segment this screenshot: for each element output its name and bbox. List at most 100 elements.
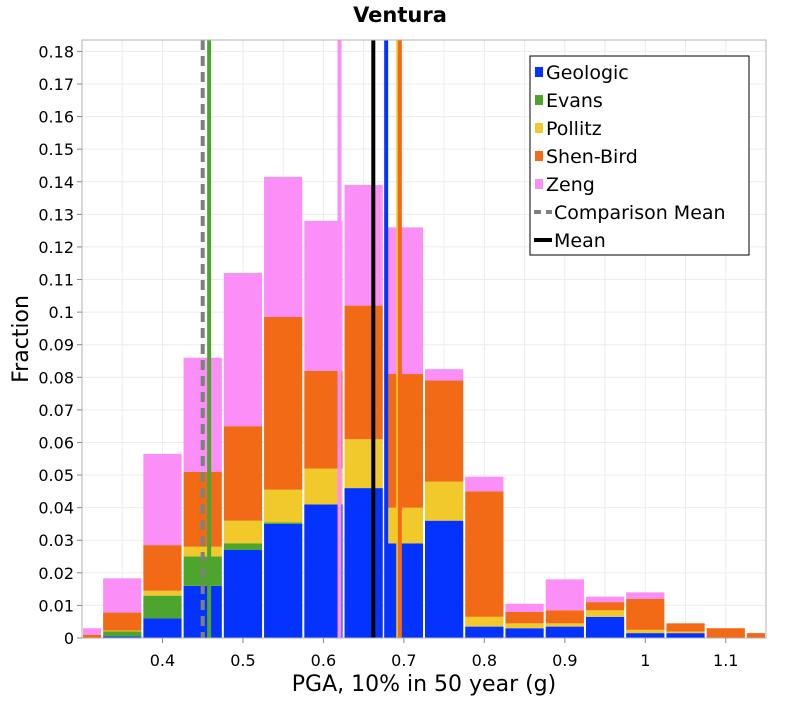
bar-zeng-bin-13 xyxy=(585,596,625,603)
y-tick-label: 0.09 xyxy=(38,336,74,355)
bar-pollitz-bin-2 xyxy=(143,590,182,596)
bar-shen-bird-bin-12 xyxy=(545,610,584,624)
x-tick-label: 0.8 xyxy=(472,651,497,670)
bar-shen-bird-bin-1 xyxy=(103,612,142,631)
bar-shen-bird-bin-17 xyxy=(746,633,765,638)
y-tick-label: 0.04 xyxy=(38,499,74,518)
legend-label-mean: Mean xyxy=(554,230,606,252)
mean-lines xyxy=(200,40,402,638)
bar-pollitz-bin-7 xyxy=(344,439,383,489)
bar-evans-bin-5 xyxy=(264,522,303,524)
bar-geologic-bin-3 xyxy=(183,585,222,638)
legend-swatch-shen-bird xyxy=(535,151,543,161)
bar-geologic-bin-8 xyxy=(384,543,423,638)
bar-shen-bird-bin-5 xyxy=(264,317,303,490)
bar-pollitz-bin-15 xyxy=(666,631,705,634)
bar-evans-bin-4 xyxy=(223,543,263,551)
bar-geologic-bin-9 xyxy=(425,520,464,638)
y-tick-label: 0.1 xyxy=(49,303,74,322)
bar-pollitz-bin-4 xyxy=(223,520,263,544)
bar-pollitz-bin-6 xyxy=(304,468,343,505)
y-tick-label: 0.13 xyxy=(38,205,74,224)
bar-zeng-bin-9 xyxy=(425,369,464,381)
bar-pollitz-bin-14 xyxy=(626,629,665,634)
bars xyxy=(83,176,765,638)
y-tick-label: 0.07 xyxy=(38,401,74,420)
bar-pollitz-bin-9 xyxy=(425,481,464,521)
x-tick-label: 1 xyxy=(640,651,650,670)
legend-swatch-evans xyxy=(535,95,543,105)
bar-shen-bird-bin-16 xyxy=(706,628,745,638)
legend-label-shen-bird: Shen-Bird xyxy=(546,146,638,168)
plot-frame xyxy=(81,39,767,639)
bar-geologic-bin-5 xyxy=(264,523,303,638)
bar-geologic-bin-12 xyxy=(545,626,584,638)
bar-shen-bird-bin-8 xyxy=(384,374,423,508)
bar-zeng-bin-5 xyxy=(264,176,303,318)
bar-zeng-bin-4 xyxy=(223,273,263,427)
bar-shen-bird-bin-0 xyxy=(83,634,102,638)
bar-pollitz-bin-5 xyxy=(264,489,303,523)
x-tick-label: 1.1 xyxy=(713,651,738,670)
bar-zeng-bin-14 xyxy=(626,592,665,599)
bar-shen-bird-bin-13 xyxy=(585,602,625,611)
y-tick-label: 0.16 xyxy=(38,108,74,127)
bar-zeng-bin-12 xyxy=(545,579,584,611)
bar-geologic-bin-4 xyxy=(223,550,263,638)
x-tick-label: 0.6 xyxy=(311,651,336,670)
bar-shen-bird-bin-6 xyxy=(304,370,343,469)
legend-label-zeng: Zeng xyxy=(546,174,595,196)
bar-geologic-bin-15 xyxy=(666,633,705,638)
bar-pollitz-bin-11 xyxy=(505,623,544,629)
bar-shen-bird-bin-14 xyxy=(626,598,665,630)
x-tick-label: 0.5 xyxy=(230,651,255,670)
bar-shen-bird-bin-15 xyxy=(666,623,705,632)
bar-zeng-bin-10 xyxy=(465,476,504,492)
y-tick-label: 0.11 xyxy=(38,271,74,290)
y-tick-label: 0.08 xyxy=(38,368,74,387)
y-tick-label: 0.15 xyxy=(38,140,74,159)
bar-pollitz-bin-13 xyxy=(585,610,625,617)
legend-label-evans: Evans xyxy=(546,90,603,112)
legend-swatch-pollitz xyxy=(535,123,543,133)
legend: Geologic Evans Pollitz Shen-Bird Zeng Compari… xyxy=(529,55,750,256)
bar-geologic-bin-1 xyxy=(103,636,142,638)
y-tick-label: 0.17 xyxy=(38,75,74,94)
y-tick-label: 0.02 xyxy=(38,564,74,583)
bar-shen-bird-bin-9 xyxy=(425,380,464,482)
bar-shen-bird-bin-4 xyxy=(223,426,263,521)
chart-title: Ventura xyxy=(353,3,447,27)
y-axis-ticks: 0 0.01 0.02 0.03 0.04 0.05 0.06 0.07 0.08 0.09 0.1… xyxy=(38,42,82,648)
bar-geologic-bin-14 xyxy=(626,633,665,638)
bar-zeng-bin-7 xyxy=(344,185,383,306)
y-tick-label: 0.14 xyxy=(38,173,74,192)
bar-zeng-bin-8 xyxy=(384,227,423,375)
bar-shen-bird-bin-11 xyxy=(505,611,544,624)
y-tick-label: 0.18 xyxy=(38,42,74,61)
bar-geologic-bin-13 xyxy=(585,616,625,638)
y-tick-label: 0 xyxy=(64,629,74,648)
bar-pollitz-bin-1 xyxy=(103,630,142,632)
legend-box xyxy=(529,55,750,256)
bar-geologic-bin-7 xyxy=(344,488,383,638)
bar-geologic-bin-10 xyxy=(465,626,504,638)
legend-label-geologic: Geologic xyxy=(546,62,629,84)
bar-shen-bird-bin-10 xyxy=(465,491,504,617)
y-axis-label: Fraction xyxy=(9,295,34,383)
x-axis-label: PGA, 10% in 50 year (g) xyxy=(292,672,556,697)
bar-zeng-bin-2 xyxy=(143,453,182,546)
bar-shen-bird-bin-7 xyxy=(344,305,383,440)
bar-pollitz-bin-3 xyxy=(183,546,222,557)
legend-label-comparison-mean: Comparison Mean xyxy=(554,202,726,224)
x-tick-label: 0.4 xyxy=(150,651,175,670)
x-tick-label: 0.9 xyxy=(552,651,577,670)
bar-evans-bin-1 xyxy=(103,631,142,637)
legend-swatch-zeng xyxy=(535,179,543,189)
x-axis-ticks: 0.4 0.5 0.6 0.7 0.8 0.9 1 1.1 xyxy=(150,638,738,670)
bar-shen-bird-bin-2 xyxy=(143,545,182,591)
y-tick-label: 0.12 xyxy=(38,238,74,257)
bar-evans-bin-2 xyxy=(143,595,182,619)
bar-pollitz-bin-12 xyxy=(545,623,584,627)
